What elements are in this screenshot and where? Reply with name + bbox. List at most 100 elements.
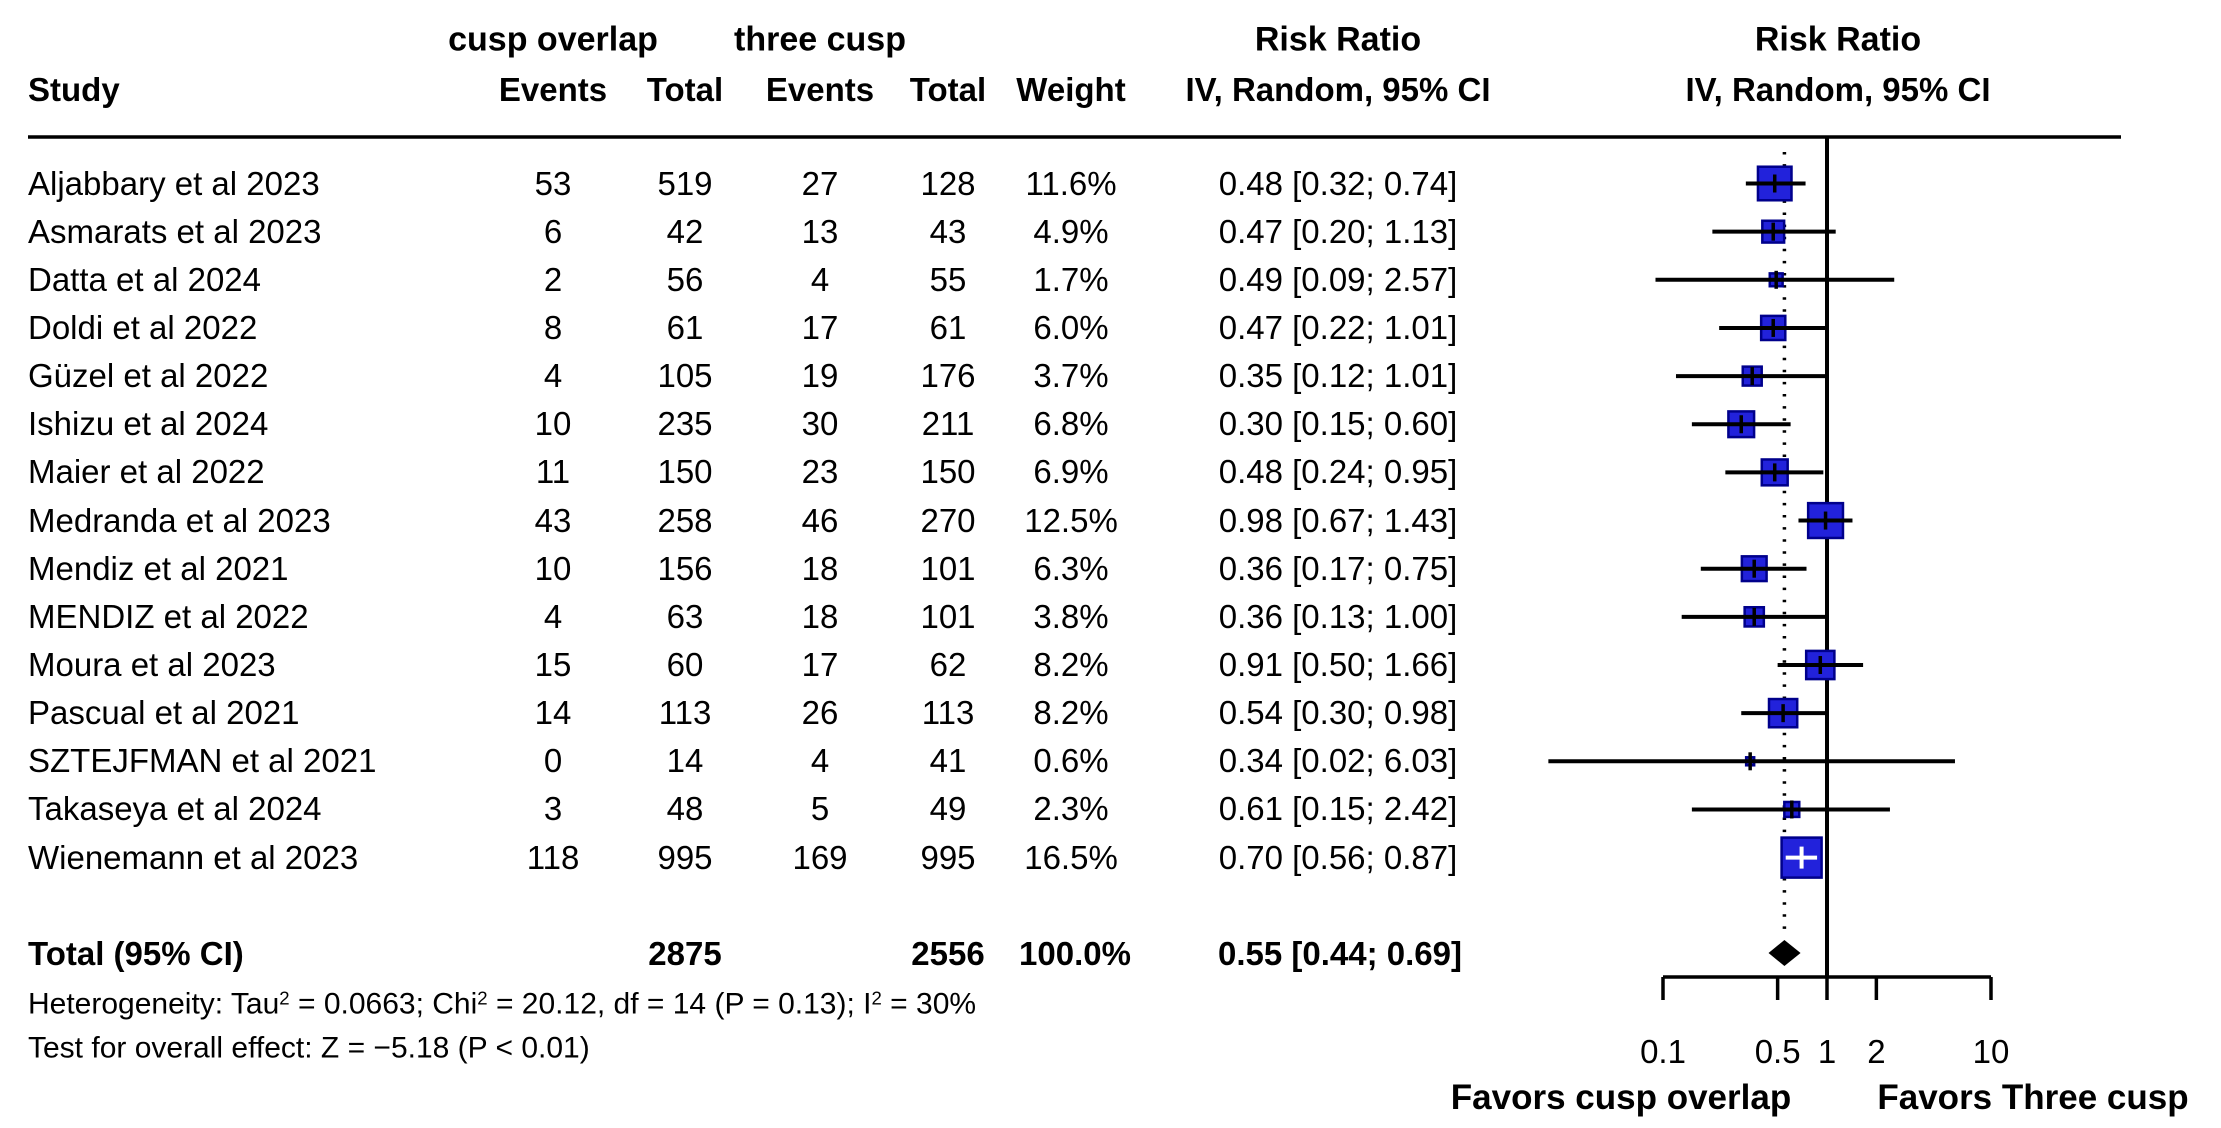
header-risk-ratio-plot: Risk Ratio	[1754, 20, 1922, 59]
events-three-cusp: 13	[801, 212, 839, 250]
events-three-cusp: 27	[801, 164, 839, 202]
events-cusp-overlap: 0	[543, 742, 563, 780]
events-three-cusp: 26	[801, 693, 839, 731]
pooled-diamond	[1768, 940, 1801, 966]
total-cusp-overlap: 48	[666, 790, 704, 828]
events-three-cusp: 4	[810, 260, 830, 298]
favors-right-label: Favors Three cusp	[1877, 1078, 2188, 1117]
col-header-model-plot: IV, Random, 95% CI	[1685, 70, 1991, 108]
total-cusp-overlap: 105	[657, 356, 713, 394]
events-three-cusp: 17	[801, 645, 839, 683]
x-axis-tick-label: 0.5	[1755, 1033, 1801, 1070]
risk-ratio-ci-text: 0.36 [0.17; 0.75]	[1218, 549, 1458, 587]
study-name: SZTEJFMAN et al 2021	[28, 742, 377, 780]
total-cusp-overlap: 42	[666, 212, 704, 250]
weight-percent: 16.5%	[1024, 838, 1118, 876]
events-three-cusp: 4	[810, 742, 830, 780]
stat-text: = 20.12, df = 14 (P = 0.13); I	[487, 987, 872, 1021]
study-name: Güzel et al 2022	[28, 356, 269, 394]
stat-text: = 0.0663; Chi	[289, 987, 478, 1021]
col-header-total-cusp: Total	[646, 70, 724, 108]
total-cusp-overlap: 61	[666, 308, 704, 346]
total-three-cusp: 995	[920, 838, 976, 876]
overall-effect-test: Test for overall effect: Z = −5.18 (P < …	[28, 1031, 590, 1065]
events-cusp-overlap: 15	[534, 645, 572, 683]
total-cusp-overlap: 2875	[648, 934, 722, 972]
study-name: Wienemann et al 2023	[28, 838, 359, 876]
total-three-cusp: 43	[929, 212, 967, 250]
weight-percent: 2.3%	[1033, 790, 1109, 828]
risk-ratio-ci-text: 0.36 [0.13; 1.00]	[1218, 597, 1458, 635]
weight-percent: 3.8%	[1033, 597, 1109, 635]
total-cusp-overlap: 14	[666, 742, 704, 780]
risk-ratio-ci-text: 0.61 [0.15; 2.42]	[1218, 790, 1458, 828]
risk-ratio-ci-text: 0.35 [0.12; 1.01]	[1218, 356, 1458, 394]
risk-ratio-ci-text: 0.48 [0.24; 0.95]	[1218, 453, 1458, 491]
total-three-cusp: 41	[929, 742, 967, 780]
weight-percent: 6.8%	[1033, 405, 1109, 443]
total-weight: 100.0%	[1019, 934, 1131, 972]
total-three-cusp: 128	[920, 164, 976, 202]
col-header-events-three: Events	[765, 70, 875, 108]
events-three-cusp: 5	[810, 790, 830, 828]
total-cusp-overlap: 56	[666, 260, 704, 298]
events-three-cusp: 169	[792, 838, 848, 876]
events-cusp-overlap: 118	[526, 838, 580, 876]
weight-percent: 12.5%	[1024, 501, 1118, 539]
group-header-three-cusp: three cusp	[734, 20, 906, 59]
group-header-cusp-overlap: cusp overlap	[448, 20, 658, 59]
total-three-cusp: 101	[920, 597, 976, 635]
favors-left-label: Favors cusp overlap	[1451, 1078, 1791, 1117]
heterogeneity-stats: Heterogeneity: Tau2 = 0.0663; Chi2 = 20.…	[28, 987, 976, 1021]
events-cusp-overlap: 3	[543, 790, 563, 828]
col-header-model-text: IV, Random, 95% CI	[1185, 70, 1491, 108]
study-name: Medranda et al 2023	[28, 501, 331, 539]
study-name: Ishizu et al 2024	[28, 405, 269, 443]
risk-ratio-ci-text: 0.48 [0.32; 0.74]	[1218, 164, 1458, 202]
total-cusp-overlap: 519	[657, 164, 713, 202]
events-three-cusp: 23	[801, 453, 839, 491]
weight-percent: 8.2%	[1033, 645, 1109, 683]
risk-ratio-ci-text: 0.49 [0.09; 2.57]	[1218, 260, 1458, 298]
total-three-cusp: 55	[929, 260, 967, 298]
events-cusp-overlap: 53	[534, 164, 572, 202]
weight-percent: 6.0%	[1033, 308, 1109, 346]
total-three-cusp: 211	[921, 405, 975, 443]
total-three-cusp: 2556	[911, 934, 985, 972]
total-three-cusp: 176	[920, 356, 976, 394]
total-three-cusp: 62	[929, 645, 967, 683]
risk-ratio-ci-text: 0.54 [0.30; 0.98]	[1218, 693, 1458, 731]
x-axis-tick-label: 2	[1867, 1033, 1885, 1070]
col-header-study: Study	[28, 70, 120, 108]
study-name: Doldi et al 2022	[28, 308, 258, 346]
total-cusp-overlap: 235	[657, 405, 713, 443]
risk-ratio-ci-text: 0.47 [0.20; 1.13]	[1218, 212, 1458, 250]
weight-percent: 4.9%	[1033, 212, 1109, 250]
risk-ratio-ci-text: 0.70 [0.56; 0.87]	[1218, 838, 1458, 876]
events-cusp-overlap: 6	[543, 212, 563, 250]
superscript: 2	[279, 987, 290, 1009]
col-header-events-cusp: Events	[498, 70, 608, 108]
total-three-cusp: 101	[920, 549, 976, 587]
events-cusp-overlap: 4	[543, 597, 563, 635]
events-cusp-overlap: 11	[535, 453, 571, 491]
events-cusp-overlap: 14	[534, 693, 572, 731]
weight-percent: 6.9%	[1033, 453, 1109, 491]
events-three-cusp: 30	[801, 405, 839, 443]
events-cusp-overlap: 10	[534, 405, 572, 443]
superscript: 2	[871, 987, 882, 1009]
study-name: Datta et al 2024	[28, 260, 261, 298]
study-name: MENDIZ et al 2022	[28, 597, 309, 635]
risk-ratio-ci-text: 0.98 [0.67; 1.43]	[1218, 501, 1458, 539]
events-three-cusp: 18	[801, 549, 839, 587]
total-three-cusp: 113	[921, 693, 975, 731]
risk-ratio-ci-text: 0.34 [0.02; 6.03]	[1218, 742, 1458, 780]
study-name: Pascual et al 2021	[28, 693, 300, 731]
total-cusp-overlap: 63	[666, 597, 704, 635]
events-three-cusp: 18	[801, 597, 839, 635]
total-cusp-overlap: 60	[666, 645, 704, 683]
events-cusp-overlap: 43	[534, 501, 572, 539]
weight-percent: 11.6%	[1025, 164, 1117, 202]
